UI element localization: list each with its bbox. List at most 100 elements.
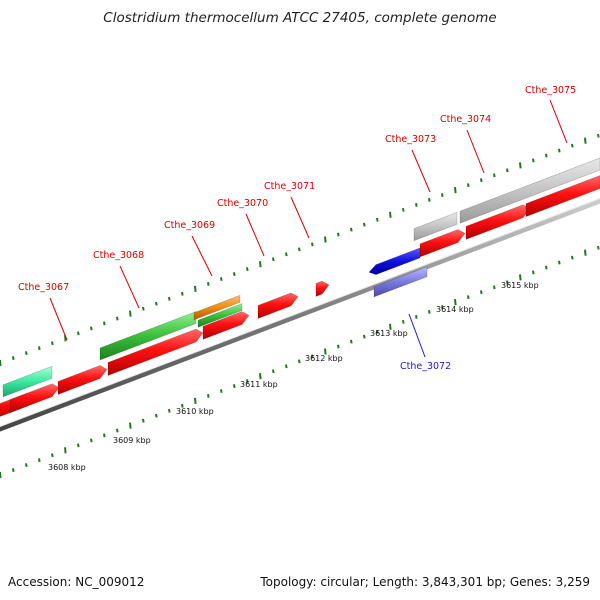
leader-cthe-3075	[549, 99, 568, 144]
tick-mark	[259, 373, 262, 380]
tick-mark	[415, 203, 418, 207]
tick-mark	[467, 295, 470, 300]
gene-label-cthe-3071[interactable]: Cthe_3071	[264, 181, 315, 192]
cds-feature-cthe-3071[interactable]	[315, 280, 330, 297]
tick-mark	[480, 178, 483, 183]
tick-mark	[272, 369, 275, 374]
kbp-label-3611: 3611 kbp	[240, 380, 278, 389]
cds-feature-cthe-3075[interactable]	[525, 175, 600, 218]
tick-mark	[545, 265, 548, 270]
gene-label-cthe-3067[interactable]: Cthe_3067	[18, 282, 69, 293]
tick-mark	[194, 285, 197, 292]
tick-mark	[77, 443, 80, 448]
tick-mark	[298, 359, 301, 364]
gene-label-cthe-3075[interactable]: Cthe_3075	[525, 85, 576, 96]
tick-mark	[597, 133, 600, 138]
gene-label-cthe-3070[interactable]: Cthe_3070	[217, 198, 268, 209]
tick-mark	[103, 321, 106, 326]
tick-mark	[90, 326, 93, 331]
tick-mark	[441, 305, 444, 309]
tick-mark	[584, 137, 587, 144]
tick-mark	[350, 339, 353, 344]
tick-mark	[90, 438, 93, 443]
leader-cthe-3073	[411, 149, 431, 193]
tick-mark	[597, 245, 600, 250]
tick-mark	[168, 296, 171, 301]
tick-mark	[129, 422, 132, 429]
cds-feature-cthe-3067[interactable]	[57, 365, 108, 395]
gene-label-cthe-3074[interactable]: Cthe_3074	[440, 114, 491, 125]
gene-feature-cthe-3072[interactable]	[373, 266, 428, 298]
gene-feature-cthe-3068[interactable]	[99, 311, 197, 361]
tick-mark	[168, 408, 171, 413]
tick-mark	[12, 356, 15, 360]
tick-mark	[155, 413, 158, 418]
kbp-label-3608: 3608 kbp	[48, 463, 86, 472]
tick-mark	[454, 187, 457, 194]
tick-mark	[584, 249, 587, 256]
tick-mark	[519, 162, 522, 169]
tick-mark	[0, 359, 2, 367]
tick-mark	[246, 267, 249, 272]
genome-backbone	[0, 197, 600, 432]
tick-mark	[181, 291, 184, 296]
tick-mark	[181, 403, 184, 408]
tick-mark	[376, 217, 379, 222]
gene-feature-cthe-3073[interactable]	[413, 211, 458, 242]
kbp-label-3609: 3609 kbp	[113, 436, 151, 445]
tick-mark	[220, 277, 223, 281]
tick-mark	[220, 389, 223, 393]
tick-mark	[324, 348, 327, 355]
tick-mark	[558, 260, 561, 265]
feature-layer	[0, 157, 600, 417]
tick-mark	[129, 310, 132, 317]
tick-mark	[311, 354, 314, 359]
tick-mark	[116, 428, 119, 433]
leader-cthe-3067	[49, 297, 68, 341]
tick-mark	[506, 280, 509, 285]
tick-mark	[155, 301, 158, 306]
gene-feature-cthe-3069[interactable]	[197, 303, 243, 328]
cds-feature-cthe-3067a[interactable]	[9, 383, 60, 414]
cds-feature-cthe-3072[interactable]	[368, 247, 421, 275]
leader-cthe-3071	[290, 196, 310, 239]
tick-mark	[207, 394, 210, 398]
tick-mark	[493, 285, 496, 290]
tick-mark	[428, 310, 431, 314]
backbone-highlight	[0, 197, 600, 428]
tick-mark	[337, 232, 340, 237]
gene-label-cthe-3072[interactable]: Cthe_3072	[400, 361, 451, 372]
kbp-label-3614: 3614 kbp	[436, 305, 474, 314]
tick-mark	[142, 418, 145, 423]
leader-cthe-3068	[119, 265, 140, 309]
gene-feature-cthe-3067-teal[interactable]	[2, 365, 53, 398]
tick-mark	[363, 222, 366, 227]
topology-text: Topology: circular; Length: 3,843,301 bp…	[260, 575, 590, 589]
tick-mark	[233, 384, 236, 388]
gene-label-cthe-3073[interactable]: Cthe_3073	[385, 134, 436, 145]
label-leader-lines	[49, 99, 568, 358]
gene-feature-cthe-3074[interactable]	[459, 157, 600, 224]
tick-mark	[77, 331, 80, 336]
tick-mark	[285, 252, 288, 257]
cds-feature-cthe-3070[interactable]	[257, 292, 299, 319]
cds-feature-cthe-3068[interactable]	[107, 328, 204, 376]
tick-mark	[467, 183, 470, 188]
gene-label-cthe-3068[interactable]: Cthe_3068	[93, 250, 144, 261]
accession-text: Accession: NC_009012	[8, 575, 145, 589]
tick-mark	[376, 329, 379, 334]
cds-feature-cthe-3069[interactable]	[202, 311, 250, 340]
gene-label-cthe-3069[interactable]: Cthe_3069	[164, 220, 215, 231]
tick-mark	[480, 290, 483, 295]
tick-mark	[25, 463, 28, 468]
backbone-line	[0, 198, 600, 432]
tick-mark	[454, 299, 457, 306]
map-title: Clostridium thermocellum ATCC 27405, com…	[103, 10, 497, 26]
tick-mark	[532, 270, 535, 275]
gene-feature-cthe-3069-orange[interactable]	[193, 294, 241, 321]
tick-mark	[103, 433, 106, 438]
tick-mark	[246, 379, 249, 384]
tick-mark	[0, 471, 2, 479]
tick-row-lower	[0, 245, 600, 479]
